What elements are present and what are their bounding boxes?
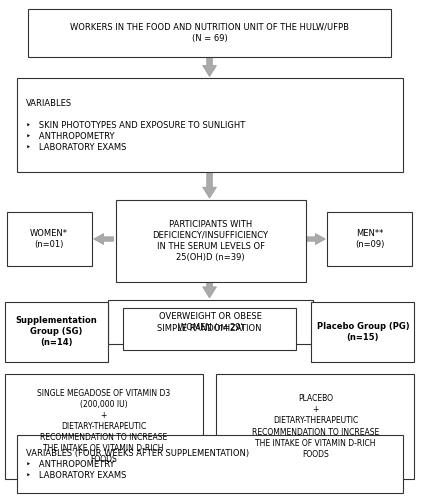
FancyBboxPatch shape [116, 200, 306, 282]
FancyArrow shape [203, 282, 216, 298]
Text: MEN**
(n=09): MEN** (n=09) [355, 229, 384, 249]
Text: OVERWEIGHT OR OBESE
WOMEN (n=29): OVERWEIGHT OR OBESE WOMEN (n=29) [159, 312, 262, 332]
Text: PARTICIPANTS WITH
DEFICIENCY/INSUFFICIENCY
IN THE SERUM LEVELS OF
25(OH)D (n=39): PARTICIPANTS WITH DEFICIENCY/INSUFFICIEN… [152, 220, 268, 262]
Text: Supplementation
Group (SG)
(n=14): Supplementation Group (SG) (n=14) [15, 316, 97, 348]
FancyArrow shape [203, 172, 216, 198]
Text: VARIABLES (FOUR WEEKS AFTER SUPPLEMENTATION)
‣   ANTHROPOMETRY
‣   LABORATORY EX: VARIABLES (FOUR WEEKS AFTER SUPPLEMENTAT… [27, 449, 249, 480]
FancyBboxPatch shape [216, 374, 414, 480]
FancyBboxPatch shape [123, 308, 296, 350]
FancyBboxPatch shape [28, 8, 391, 56]
FancyBboxPatch shape [16, 436, 403, 494]
Text: WOMEN*
(n=01): WOMEN* (n=01) [30, 229, 68, 249]
Text: SINGLE MEGADOSE OF VITAMIN D3
(200,000 IU)
+
DIETARY-THERAPEUTIC
RECOMMENDATION : SINGLE MEGADOSE OF VITAMIN D3 (200,000 I… [37, 388, 170, 464]
FancyBboxPatch shape [5, 302, 108, 362]
FancyBboxPatch shape [311, 302, 414, 362]
Text: PLACEBO
+
DIETARY-THERAPEUTIC
RECOMMENDATION TO INCREASE
THE INTAKE OF VITAMIN D: PLACEBO + DIETARY-THERAPEUTIC RECOMMENDA… [252, 394, 379, 459]
FancyBboxPatch shape [7, 212, 92, 266]
FancyArrow shape [203, 56, 216, 76]
FancyBboxPatch shape [5, 374, 203, 480]
Text: WORKERS IN THE FOOD AND NUTRITION UNIT OF THE HULW/UFPB
(N = 69): WORKERS IN THE FOOD AND NUTRITION UNIT O… [70, 22, 349, 42]
FancyArrow shape [94, 234, 114, 244]
FancyBboxPatch shape [16, 78, 403, 172]
FancyArrow shape [306, 234, 325, 244]
Text: Placebo Group (PG)
(n=15): Placebo Group (PG) (n=15) [316, 322, 409, 342]
Text: SIMPLE RANDOMIZATION: SIMPLE RANDOMIZATION [157, 324, 262, 334]
Text: VARIABLES

‣   SKIN PHOTOTYPES AND EXPOSURE TO SUNLIGHT
‣   ANTHROPOMETRY
‣   LA: VARIABLES ‣ SKIN PHOTOTYPES AND EXPOSURE… [27, 98, 246, 152]
FancyBboxPatch shape [327, 212, 412, 266]
FancyBboxPatch shape [108, 300, 314, 344]
